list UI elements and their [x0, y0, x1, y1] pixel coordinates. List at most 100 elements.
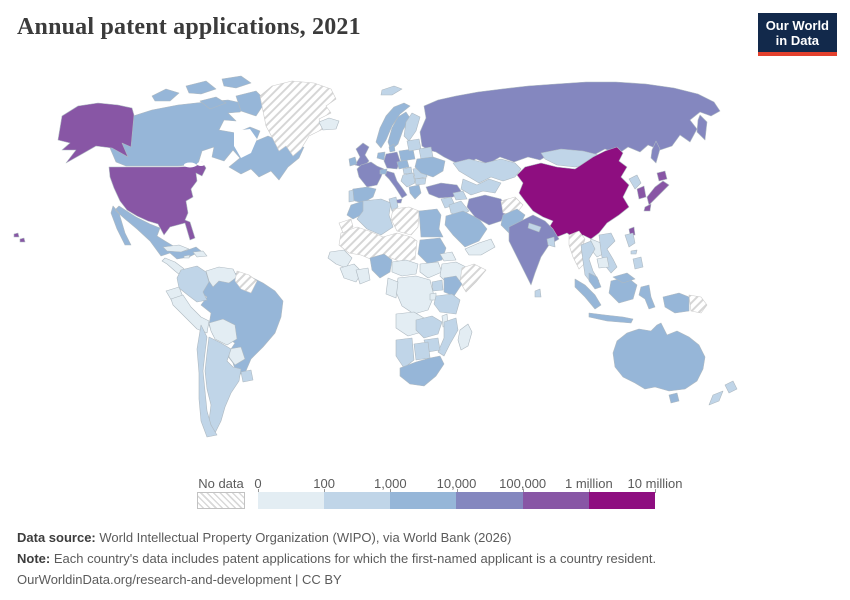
- country-malaysia[interactable]: [588, 272, 636, 290]
- legend-segment-band3[interactable]: [456, 492, 523, 509]
- country-canada-islands[interactable]: [151, 75, 267, 117]
- country-namibia[interactable]: [395, 337, 415, 369]
- country-papua-new-guinea[interactable]: [688, 294, 708, 314]
- country-germany[interactable]: [383, 151, 401, 170]
- legend-tick-mark: [588, 489, 590, 493]
- country-indonesia[interactable]: [574, 276, 690, 324]
- country-botswana[interactable]: [413, 341, 431, 361]
- country-madagascar[interactable]: [457, 323, 473, 351]
- footer-source-label: Data source:: [17, 530, 96, 545]
- country-yemen-oman[interactable]: [464, 238, 496, 256]
- country-uganda[interactable]: [431, 279, 444, 292]
- legend-color-bar: [258, 492, 655, 509]
- country-caucasus[interactable]: [452, 190, 468, 201]
- country-cameroon-car[interactable]: [391, 259, 419, 277]
- owid-logo-line1: Our World: [765, 18, 829, 33]
- country-cambodia[interactable]: [596, 256, 610, 269]
- country-thailand[interactable]: [580, 240, 600, 286]
- country-central-asia[interactable]: [460, 178, 502, 196]
- legend-segment-band2[interactable]: [390, 492, 457, 509]
- country-drc[interactable]: [395, 275, 435, 315]
- country-portugal[interactable]: [348, 189, 355, 203]
- legend-tick-label: 10 million: [627, 476, 683, 491]
- country-tunisia[interactable]: [388, 196, 399, 212]
- country-argentina[interactable]: [204, 336, 242, 434]
- legend-segment-band1[interactable]: [324, 492, 391, 509]
- country-iceland[interactable]: [318, 117, 340, 131]
- country-nigeria[interactable]: [369, 253, 393, 279]
- country-philippines[interactable]: [624, 232, 644, 270]
- legend-tick-mark: [522, 489, 524, 493]
- legend-tick-mark: [258, 489, 259, 493]
- country-new-zealand[interactable]: [708, 380, 738, 406]
- country-venezuela[interactable]: [205, 266, 238, 288]
- country-chile[interactable]: [196, 324, 218, 438]
- country-north-korea[interactable]: [628, 174, 642, 190]
- country-japan[interactable]: [643, 170, 670, 212]
- country-india[interactable]: [508, 214, 560, 286]
- country-russia-sakhalin[interactable]: [650, 140, 661, 164]
- country-congo-gabon[interactable]: [385, 277, 399, 299]
- country-libya[interactable]: [390, 206, 420, 236]
- legend-tick-mark: [456, 489, 458, 493]
- country-ukraine[interactable]: [414, 156, 446, 178]
- country-bulgaria[interactable]: [414, 177, 427, 186]
- country-greece[interactable]: [408, 184, 422, 200]
- country-cuba[interactable]: [162, 244, 190, 253]
- country-norway[interactable]: [375, 102, 411, 149]
- footer-license: CC BY: [301, 572, 342, 587]
- country-bolivia[interactable]: [208, 318, 238, 346]
- country-colombia[interactable]: [176, 265, 210, 303]
- country-tanzania[interactable]: [433, 293, 461, 315]
- country-south-korea[interactable]: [636, 185, 647, 200]
- legend-segment-band4[interactable]: [522, 492, 589, 509]
- country-south-sudan[interactable]: [419, 261, 443, 279]
- country-sahel[interactable]: [338, 226, 418, 264]
- country-sudan[interactable]: [417, 237, 447, 265]
- country-taiwan[interactable]: [628, 226, 636, 236]
- country-iran[interactable]: [466, 194, 508, 226]
- footer-source-line: Data source: World Intellectual Property…: [17, 527, 656, 548]
- legend-tick-label: 100,000: [499, 476, 547, 491]
- country-sri-lanka[interactable]: [534, 288, 542, 298]
- country-russia-kamchatka[interactable]: [696, 114, 708, 141]
- country-south-africa[interactable]: [399, 355, 445, 387]
- country-peru[interactable]: [170, 294, 210, 334]
- country-nepal[interactable]: [527, 222, 542, 233]
- legend-segment-band0[interactable]: [258, 492, 325, 509]
- country-kazakhstan[interactable]: [452, 158, 522, 184]
- country-bangladesh[interactable]: [546, 236, 556, 248]
- country-mozambique[interactable]: [437, 317, 459, 357]
- country-ireland[interactable]: [348, 156, 358, 167]
- footer-url-link[interactable]: OurWorldinData.org/research-and-developm…: [17, 572, 292, 587]
- country-denmark[interactable]: [388, 143, 396, 153]
- country-usa-hawaii[interactable]: [13, 232, 26, 243]
- country-united-kingdom[interactable]: [354, 142, 370, 168]
- legend-tick-label: 1 million: [564, 476, 613, 491]
- country-egypt[interactable]: [418, 208, 444, 238]
- owid-logo[interactable]: Our World in Data: [757, 13, 837, 56]
- country-kenya[interactable]: [443, 275, 463, 297]
- country-balkans[interactable]: [400, 172, 416, 188]
- country-svalbard[interactable]: [380, 85, 403, 96]
- country-usa-alaska[interactable]: [57, 102, 135, 164]
- country-hispaniola[interactable]: [192, 250, 208, 258]
- country-saudi-arabia[interactable]: [444, 210, 488, 248]
- country-switzerland[interactable]: [379, 168, 388, 175]
- country-algeria[interactable]: [356, 198, 394, 236]
- legend-no-data-swatch[interactable]: [197, 492, 245, 509]
- country-guyanas[interactable]: [234, 270, 258, 294]
- country-france[interactable]: [356, 161, 385, 188]
- country-somalia[interactable]: [459, 263, 487, 293]
- country-uruguay[interactable]: [240, 369, 254, 383]
- legend-segment-band5[interactable]: [588, 492, 655, 509]
- country-western-sahara[interactable]: [338, 218, 354, 234]
- country-australia[interactable]: [612, 322, 706, 404]
- country-zambia[interactable]: [415, 315, 443, 339]
- country-benelux[interactable]: [376, 151, 386, 161]
- country-eritrea[interactable]: [439, 251, 457, 262]
- country-jamaica[interactable]: [183, 254, 191, 259]
- country-ivory-ghana[interactable]: [355, 267, 371, 285]
- country-poland[interactable]: [398, 148, 416, 162]
